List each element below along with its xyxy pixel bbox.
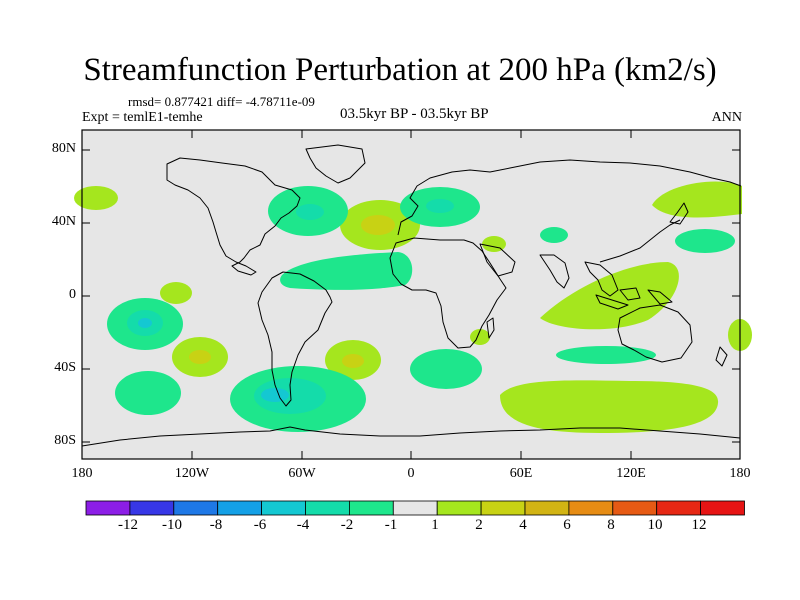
axis-ticks xyxy=(82,130,740,459)
colorbar-box xyxy=(700,500,745,516)
lon-label-60e: 60E xyxy=(509,466,533,481)
negative-anomalies xyxy=(107,186,735,432)
colorbar-label: -4 xyxy=(296,517,310,533)
coastline-southeast-asia xyxy=(584,261,619,297)
anomaly-s-atlantic-core xyxy=(342,354,364,368)
colorbar xyxy=(85,500,745,516)
anomaly-nw-pacific xyxy=(652,181,742,218)
map-title: Streamfunction Perturbation at 200 hPa (… xyxy=(83,52,717,88)
coastline-africa xyxy=(389,237,507,349)
colorbar-box xyxy=(217,500,262,516)
anomaly-e-pacific xyxy=(160,282,192,304)
coastline-australia xyxy=(617,304,693,363)
anomaly-sub-antarctic-pacific xyxy=(115,371,181,415)
colorbar-box xyxy=(305,500,350,516)
colorbar-label: 4 xyxy=(519,517,527,533)
colorbar-label: 2 xyxy=(475,517,483,533)
coastline-indonesia xyxy=(595,287,673,310)
colorbar-label: 10 xyxy=(647,517,663,533)
anomaly-southern-ocean xyxy=(500,380,719,433)
lon-label-120w: 120W xyxy=(174,466,210,481)
coastlines xyxy=(81,144,742,447)
coastline-south-america xyxy=(257,271,333,407)
lon-label-0: 0 xyxy=(407,466,415,481)
anomaly-europe-core xyxy=(426,199,454,213)
experiment-label: Expt = temlE1-temhe xyxy=(82,110,203,125)
colorbar-box xyxy=(436,500,482,516)
anomaly-n-america-east-core xyxy=(296,204,324,220)
coastline-india xyxy=(539,254,570,289)
coastline-greenland xyxy=(305,144,366,184)
colorbar-label: -6 xyxy=(253,517,267,533)
lat-label-40n: 40N xyxy=(51,214,76,229)
colorbar-box xyxy=(129,500,175,516)
coastline-europe xyxy=(397,159,742,236)
colorbar-label: 1 xyxy=(431,517,439,533)
colorbar-box xyxy=(173,500,219,516)
colorbar-label: -1 xyxy=(384,517,398,533)
colorbar-box xyxy=(568,500,614,516)
colorbar-box xyxy=(85,500,131,516)
coastline-madagascar xyxy=(486,317,495,339)
coastline-new-zealand xyxy=(715,346,728,367)
colorbar-label: -2 xyxy=(340,517,354,533)
period-label: 03.5kyr BP - 03.5kyr BP xyxy=(340,106,489,122)
lat-label-eq: 0 xyxy=(69,287,76,302)
colorbar-label: 6 xyxy=(563,517,571,533)
positive-anomalies xyxy=(74,181,752,433)
lon-label-60w: 60W xyxy=(288,466,316,481)
colorbar-label: -10 xyxy=(162,517,182,533)
colorbar-label: 12 xyxy=(691,517,707,533)
anomaly-n-atlantic-core xyxy=(361,215,395,235)
stats-text: rmsd= 0.877421 diff= -4.78711e-09 xyxy=(128,94,315,109)
colorbar-box xyxy=(392,500,438,516)
colorbar-label: 8 xyxy=(607,517,615,533)
anomaly-s-pacific-core xyxy=(189,350,211,364)
coastline-arabia xyxy=(479,243,516,277)
lon-label-180w: 180 xyxy=(71,466,93,481)
anomaly-central-asia xyxy=(540,227,568,243)
colorbar-box xyxy=(480,500,526,516)
anomaly-n-pacific-west xyxy=(74,186,118,210)
lat-label-40s: 40S xyxy=(54,360,76,375)
colorbar-box xyxy=(612,500,658,516)
anomaly-s-indian-ocean xyxy=(556,346,656,364)
lon-label-120e: 120E xyxy=(616,466,646,481)
coastline-china-coast xyxy=(599,219,681,263)
colorbar-box xyxy=(656,500,702,516)
colorbar-label: -12 xyxy=(118,517,138,533)
anomaly-s-america-south-core xyxy=(254,378,326,414)
lat-label-80s: 80S xyxy=(54,433,76,448)
anomaly-s-pacific-west-center xyxy=(138,318,152,328)
colorbar-label: -8 xyxy=(209,517,223,533)
lon-label-180e: 180 xyxy=(729,466,751,481)
colorbar-box xyxy=(524,500,570,516)
anomaly-n-pacific-east xyxy=(675,229,735,253)
lat-label-80n: 80N xyxy=(51,141,76,156)
anomaly-s-atlantic-east xyxy=(410,349,482,389)
coastline-japan xyxy=(669,202,689,225)
coastline-antarctica xyxy=(81,426,741,447)
season-label: ANN xyxy=(711,110,742,125)
colorbar-box xyxy=(348,500,394,516)
anomaly-s-america-south-center xyxy=(261,388,289,402)
colorbar-box xyxy=(261,500,306,516)
coastline-north-america xyxy=(166,157,301,276)
